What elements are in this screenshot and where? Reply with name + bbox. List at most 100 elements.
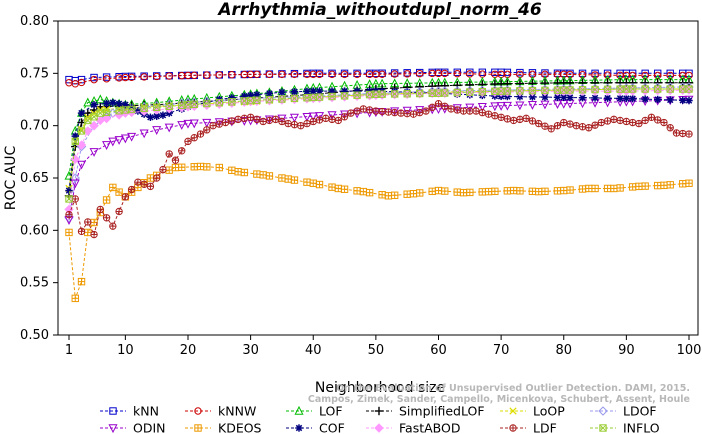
- x-tick-label: 100: [677, 343, 702, 358]
- data-point: [502, 101, 512, 111]
- legend-marker: [374, 406, 384, 416]
- legend-marker: [374, 423, 384, 433]
- data-point: [509, 116, 518, 125]
- legend-marker: [295, 424, 303, 432]
- data-point: [290, 70, 299, 79]
- data-point: [641, 95, 649, 103]
- data-point: [459, 188, 468, 197]
- legend-item-knnw: kNNW: [185, 404, 256, 419]
- data-point: [284, 175, 292, 183]
- data-point: [184, 137, 192, 146]
- data-point: [647, 113, 656, 121]
- data-point: [452, 104, 462, 114]
- series-line: [68, 72, 689, 85]
- data-point: [214, 118, 224, 128]
- data-point: [65, 195, 73, 203]
- data-point: [303, 87, 311, 96]
- data-point: [127, 185, 136, 194]
- y-tick-label: 0.60: [20, 223, 49, 238]
- data-point: [334, 184, 342, 193]
- y-tick-label: 0.55: [20, 276, 49, 291]
- data-point: [65, 228, 73, 237]
- data-point: [660, 181, 668, 190]
- data-point: [203, 163, 211, 171]
- series-inflo: [65, 85, 693, 203]
- data-point: [603, 85, 612, 94]
- data-point: [83, 97, 93, 107]
- data-point: [566, 86, 574, 94]
- legend-marker: [598, 406, 608, 416]
- data-point: [484, 110, 493, 118]
- data-point: [540, 100, 550, 110]
- legend-label: SimplifiedLOF: [399, 404, 485, 419]
- legend-label: ODIN: [133, 421, 166, 434]
- data-point: [165, 102, 173, 111]
- data-point: [603, 184, 612, 193]
- data-point: [347, 109, 355, 117]
- data-point: [115, 99, 123, 108]
- data-point: [315, 116, 324, 124]
- data-point: [228, 70, 236, 79]
- data-point: [328, 92, 336, 101]
- data-point: [228, 98, 236, 106]
- data-point: [77, 227, 86, 236]
- data-point: [515, 101, 525, 111]
- data-point: [278, 70, 286, 79]
- data-point: [403, 90, 411, 98]
- data-point: [314, 112, 325, 121]
- data-point: [265, 70, 274, 79]
- data-point: [183, 119, 193, 129]
- data-point: [397, 109, 405, 117]
- data-point: [114, 136, 124, 145]
- data-point: [365, 188, 374, 197]
- data-point: [478, 108, 487, 117]
- data-point: [453, 88, 461, 97]
- x-axis-label: Neighborhood size: [315, 380, 445, 396]
- data-point: [666, 85, 674, 93]
- series-line: [68, 165, 690, 299]
- data-point: [528, 117, 537, 125]
- data-point: [215, 71, 224, 79]
- data-point: [109, 183, 117, 192]
- legend-item-ldf: LDF: [500, 421, 557, 434]
- data-point: [428, 187, 436, 196]
- x-tick-label: 1: [65, 343, 73, 358]
- data-point: [416, 89, 424, 98]
- data-point: [315, 93, 324, 101]
- data-point: [90, 75, 98, 84]
- data-point: [635, 119, 643, 128]
- data-point: [77, 160, 87, 170]
- data-point: [246, 113, 255, 121]
- data-point: [372, 107, 380, 115]
- data-point: [353, 70, 361, 79]
- data-point: [165, 166, 173, 174]
- data-point: [453, 188, 461, 196]
- data-point: [653, 85, 662, 93]
- data-point: [453, 106, 461, 114]
- y-tick-label: 0.80: [20, 14, 49, 29]
- data-point: [165, 150, 173, 158]
- data-point: [590, 78, 600, 87]
- data-point: [565, 78, 575, 87]
- y-axis-ticks: 0.50 0.55 0.60 0.65 0.70 0.75 0.80: [20, 14, 58, 343]
- data-point: [109, 222, 117, 230]
- data-point: [566, 120, 574, 128]
- data-point: [635, 182, 643, 191]
- x-axis-ticks: 1 10 20 30 40 50 60 70 80 90 100: [65, 335, 702, 358]
- x-tick-label: 70: [493, 343, 510, 358]
- data-point: [503, 115, 512, 123]
- data-point: [165, 72, 173, 80]
- data-point: [264, 115, 274, 125]
- data-point: [265, 95, 274, 104]
- y-tick-label: 0.50: [20, 328, 49, 343]
- legend-marker: [509, 424, 517, 432]
- x-tick-label: 90: [618, 343, 635, 358]
- data-point: [390, 108, 399, 117]
- data-point: [578, 94, 587, 102]
- y-tick-label: 0.75: [20, 66, 49, 81]
- data-point: [384, 108, 393, 116]
- data-point: [578, 185, 587, 193]
- data-point: [278, 88, 286, 96]
- data-point: [528, 187, 537, 196]
